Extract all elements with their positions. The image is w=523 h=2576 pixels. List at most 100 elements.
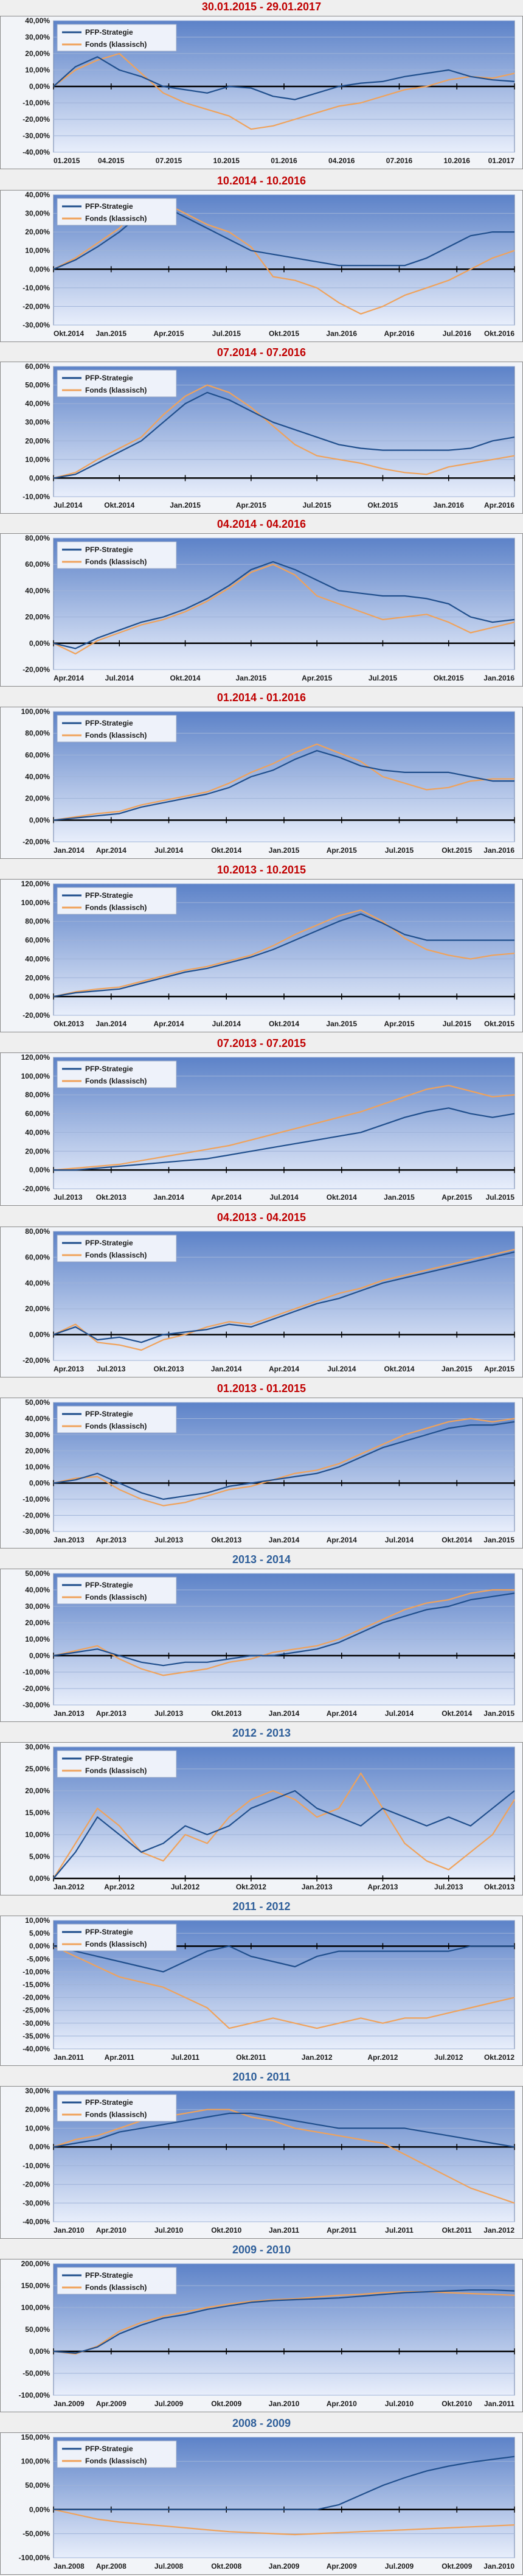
- x-tick-label: Apr.2015: [236, 501, 266, 509]
- x-tick-label: Jul.2013: [154, 1709, 184, 1718]
- x-tick-label: Apr.2013: [96, 1536, 126, 1544]
- x-tick-label: Jan.2011: [54, 2053, 84, 2062]
- x-tick-label: Jan.2010: [54, 2226, 85, 2235]
- legend-label-fonds: Fonds (klassisch): [85, 2457, 147, 2465]
- series-line-fonds-klassisch: [53, 1945, 515, 2029]
- y-tick-label: 60,00%: [25, 936, 50, 945]
- x-tick-label: Jul.2014: [212, 1020, 241, 1028]
- legend-label-fonds: Fonds (klassisch): [85, 2283, 147, 2292]
- x-tick-label: 04.2015: [98, 156, 125, 165]
- chart-panel: 01.2013 - 01.2015 50,00% 40,00% 30,00% 20,00…: [0, 1382, 523, 1550]
- y-tick-label: 60,00%: [25, 1110, 50, 1118]
- x-tick-label: Jul.2010: [154, 2226, 184, 2235]
- y-tick-label: 100,00%: [21, 898, 50, 907]
- y-tick-label: -20,00%: [23, 302, 50, 310]
- y-tick-label: 20,00%: [25, 1787, 50, 1795]
- legend-box: [57, 2440, 177, 2468]
- x-tick-label: Apr.2015: [302, 674, 332, 682]
- y-tick-label: 120,00%: [21, 1053, 50, 1062]
- chart-title: 30.01.2015 - 29.01.2017: [201, 1, 322, 13]
- legend: PFP-Strategie Fonds (klassisch): [57, 1405, 177, 1433]
- x-tick-label: Okt.2009: [442, 2562, 472, 2571]
- legend: PFP-Strategie Fonds (klassisch): [57, 2267, 177, 2295]
- legend: PFP-Strategie Fonds (klassisch): [57, 24, 177, 52]
- chart-panel: 30.01.2015 - 29.01.2017 40,00% 30,00% 20,00…: [0, 0, 523, 170]
- chart-panel: 2011 - 2012 10,00% 5,00% 0,00% -5,00% -10,00%…: [0, 1900, 523, 2067]
- x-tick-label: Jul.2016: [443, 329, 472, 338]
- legend-box: [57, 198, 177, 226]
- y-tick-label: 15,00%: [25, 1808, 50, 1817]
- y-tick-label: 0,00%: [29, 1874, 50, 1883]
- x-tick-label: Jan.2016: [483, 674, 514, 682]
- x-tick-label: Jul.2015: [486, 1193, 515, 1202]
- x-tick-label: Jan.2011: [484, 2399, 514, 2408]
- x-tick-label: Okt.2010: [211, 2226, 241, 2235]
- legend-label-fonds: Fonds (klassisch): [85, 40, 147, 49]
- y-tick-label: 40,00%: [25, 1128, 50, 1136]
- y-tick-label: 25,00%: [25, 1765, 50, 1773]
- x-tick-label: Okt.2015: [442, 846, 472, 855]
- x-tick-label: Apr.2012: [367, 2053, 398, 2062]
- y-tick-label: 20,00%: [25, 794, 50, 803]
- series-line-fonds-klassisch: [53, 1589, 514, 1676]
- series-line-fonds-klassisch: [53, 743, 514, 821]
- x-tick-label: Jan.2012: [302, 2053, 333, 2062]
- y-tick-label: 20,00%: [25, 1304, 50, 1313]
- legend-label-fonds: Fonds (klassisch): [85, 1766, 147, 1775]
- legend-label-pfp: PFP-Strategie: [85, 1065, 133, 1073]
- series-line-pfp-strategie: [53, 1251, 515, 1343]
- y-tick-label: 0,00%: [29, 1166, 50, 1174]
- y-tick-label: -20,00%: [23, 2180, 50, 2189]
- x-tick-label: Okt.2014: [104, 501, 134, 509]
- x-tick-label: Jul.2010: [385, 2399, 414, 2408]
- series-line-pfp-strategie: [53, 1592, 515, 1667]
- y-tick-label: 20,00%: [25, 1447, 50, 1455]
- line-chart: 40,00% 30,00% 20,00% 10,00% 0,00% -10,00% -20,…: [0, 190, 523, 342]
- y-tick-label: 80,00%: [25, 1091, 50, 1099]
- legend: PFP-Strategie Fonds (klassisch): [57, 715, 177, 743]
- x-tick-label: Apr.2011: [105, 2053, 135, 2062]
- x-tick-label: Jul.2015: [385, 846, 414, 855]
- x-tick-label: Apr.2014: [269, 1365, 299, 1373]
- y-tick-label: -20,00%: [23, 1011, 50, 1020]
- series-line-pfp-strategie: [53, 56, 515, 100]
- legend-label-pfp: PFP-Strategie: [85, 2098, 133, 2107]
- line-chart: 80,00% 60,00% 40,00% 20,00% 0,00% -20,00% Apr.…: [0, 1227, 523, 1377]
- x-tick-label: Jan.2013: [54, 1536, 85, 1544]
- legend: PFP-Strategie Fonds (klassisch): [57, 1750, 177, 1778]
- x-tick-label: Jul.2014: [385, 1536, 414, 1544]
- chart-panel: 10.2014 - 10.2016 40,00% 30,00% 20,00% 10,00…: [0, 174, 523, 343]
- x-tick-label: Jul.2015: [369, 674, 398, 682]
- x-tick-label: Jan.2015: [384, 1193, 415, 1202]
- legend-label-pfp: PFP-Strategie: [85, 1410, 133, 1418]
- legend-label-pfp: PFP-Strategie: [85, 374, 133, 382]
- x-tick-label: Apr.2011: [327, 2226, 357, 2235]
- x-tick-label: Apr.2014: [54, 674, 84, 682]
- chart-panel: 2010 - 2011 30,00% 20,00% 10,00% 0,00% -10,00…: [0, 2070, 523, 2240]
- x-tick-label: Okt.2012: [484, 2053, 514, 2062]
- y-tick-label: 10,00%: [25, 455, 50, 464]
- legend-label-fonds: Fonds (klassisch): [85, 1422, 147, 1430]
- x-tick-label: Jan.2014: [54, 846, 85, 855]
- line-chart: 120,00% 100,00% 80,00% 60,00% 40,00% 20,00% 0,…: [0, 879, 523, 1032]
- y-tick-label: -20,00%: [23, 1185, 50, 1193]
- chart-title: 2012 - 2013: [232, 1727, 291, 1739]
- x-tick-label: Jan.2013: [54, 1709, 85, 1718]
- x-tick-label: Jan.2009: [54, 2399, 85, 2408]
- legend-label-fonds: Fonds (klassisch): [85, 2110, 147, 2119]
- y-tick-label: -20,00%: [23, 115, 50, 124]
- y-tick-label: 40,00%: [25, 1415, 50, 1423]
- series-line-pfp-strategie: [53, 913, 514, 998]
- y-tick-label: -100,00%: [19, 2391, 50, 2399]
- legend-box: [57, 1405, 177, 1433]
- y-tick-label: 80,00%: [25, 534, 50, 542]
- x-tick-label: Apr.2016: [484, 501, 514, 509]
- x-tick-label: Jan.2015: [483, 1536, 514, 1544]
- x-tick-label: Jan.2015: [326, 1020, 357, 1028]
- x-tick-label: Jul.2015: [212, 329, 241, 338]
- series-line-fonds-klassisch: [53, 1085, 515, 1171]
- chart-title: 10.2013 - 10.2015: [216, 864, 307, 876]
- x-tick-label: Apr.2013: [54, 1365, 84, 1373]
- chart-panel: 2009 - 2010 200,00% 150,00% 100,00% 50,00% 0,…: [0, 2243, 523, 2413]
- x-tick-label: Jul.2014: [54, 501, 83, 509]
